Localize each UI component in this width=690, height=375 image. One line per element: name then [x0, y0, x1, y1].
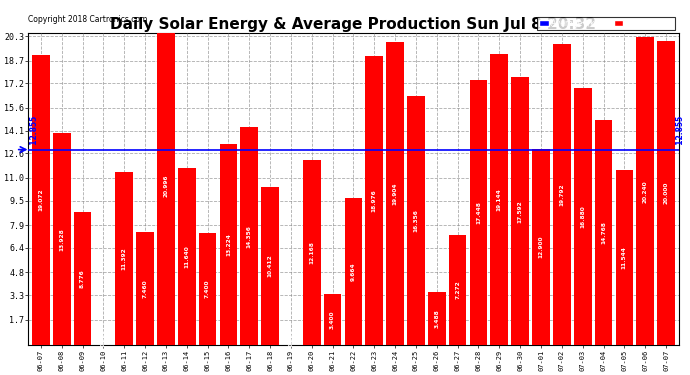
Text: 20.000: 20.000 — [664, 182, 669, 204]
Text: 19.072: 19.072 — [39, 189, 43, 211]
Text: 17.448: 17.448 — [476, 201, 481, 224]
Bar — [386, 42, 404, 345]
Text: 13.928: 13.928 — [59, 228, 64, 251]
Bar — [448, 235, 466, 345]
Title: Daily Solar Energy & Average Production Sun Jul 8 20:32: Daily Solar Energy & Average Production … — [110, 17, 596, 32]
Text: 11.544: 11.544 — [622, 246, 627, 269]
Bar — [115, 172, 133, 345]
Bar — [344, 198, 362, 345]
Bar — [511, 77, 529, 345]
Text: 12.855: 12.855 — [30, 116, 39, 150]
Bar — [615, 170, 633, 345]
Bar — [219, 144, 237, 345]
Text: 19.904: 19.904 — [393, 183, 397, 205]
Text: 16.880: 16.880 — [580, 206, 585, 228]
Bar — [532, 149, 550, 345]
Text: 0.000: 0.000 — [101, 328, 106, 347]
Text: 3.400: 3.400 — [330, 310, 335, 329]
Text: 19.144: 19.144 — [497, 188, 502, 211]
Text: 18.976: 18.976 — [372, 189, 377, 212]
Text: 8.776: 8.776 — [80, 269, 85, 288]
Text: Copyright 2018 Cartronics.com: Copyright 2018 Cartronics.com — [28, 15, 148, 24]
Text: 11.640: 11.640 — [184, 245, 189, 268]
Bar — [53, 133, 70, 345]
Bar — [157, 26, 175, 345]
Text: 19.792: 19.792 — [560, 183, 564, 206]
Legend: Average  (kWh), Daily  (kWh): Average (kWh), Daily (kWh) — [537, 16, 675, 30]
Bar — [407, 96, 425, 345]
Text: 7.460: 7.460 — [143, 279, 148, 298]
Bar — [240, 127, 258, 345]
Text: 7.400: 7.400 — [205, 280, 210, 298]
Bar — [470, 80, 487, 345]
Text: 16.356: 16.356 — [413, 209, 418, 232]
Bar — [324, 294, 342, 345]
Bar — [199, 232, 217, 345]
Text: 12.900: 12.900 — [538, 236, 544, 258]
Bar — [136, 232, 154, 345]
Bar — [74, 212, 91, 345]
Text: 14.768: 14.768 — [601, 222, 606, 245]
Text: 10.412: 10.412 — [268, 255, 273, 278]
Text: 14.356: 14.356 — [247, 225, 252, 248]
Bar — [491, 54, 508, 345]
Bar — [595, 120, 613, 345]
Text: 7.272: 7.272 — [455, 280, 460, 299]
Text: 12.168: 12.168 — [309, 241, 314, 264]
Text: 20.996: 20.996 — [164, 174, 168, 197]
Bar — [303, 160, 321, 345]
Bar — [178, 168, 195, 345]
Bar — [574, 88, 591, 345]
Bar — [262, 187, 279, 345]
Bar — [366, 56, 383, 345]
Text: 20.240: 20.240 — [642, 180, 648, 203]
Text: 9.664: 9.664 — [351, 262, 356, 281]
Text: 13.224: 13.224 — [226, 233, 231, 256]
Text: 11.392: 11.392 — [121, 247, 127, 270]
Text: 17.592: 17.592 — [518, 200, 522, 223]
Text: 12.855: 12.855 — [676, 116, 685, 150]
Bar — [657, 41, 675, 345]
Bar — [32, 55, 50, 345]
Text: 3.488: 3.488 — [434, 309, 440, 328]
Bar — [428, 292, 446, 345]
Bar — [636, 37, 654, 345]
Bar — [553, 44, 571, 345]
Text: 0.000: 0.000 — [288, 328, 293, 347]
